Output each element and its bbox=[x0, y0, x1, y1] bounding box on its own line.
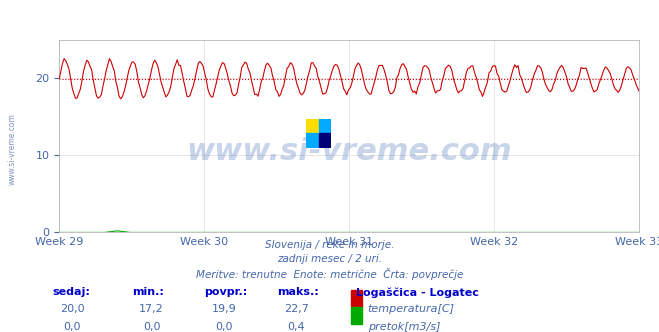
Text: Slovenija / reke in morje.: Slovenija / reke in morje. bbox=[265, 240, 394, 250]
Bar bbox=[319, 119, 331, 133]
Text: pretok[m3/s]: pretok[m3/s] bbox=[368, 322, 440, 332]
Bar bbox=[306, 133, 319, 148]
Text: zadnji mesec / 2 uri.: zadnji mesec / 2 uri. bbox=[277, 254, 382, 264]
Text: sedaj:: sedaj: bbox=[53, 287, 90, 297]
Text: povpr.:: povpr.: bbox=[204, 287, 248, 297]
Text: 20,0: 20,0 bbox=[60, 304, 85, 314]
Text: 0,0: 0,0 bbox=[143, 322, 160, 332]
Text: 22,7: 22,7 bbox=[284, 304, 309, 314]
Text: Meritve: trenutne  Enote: metrične  Črta: povprečje: Meritve: trenutne Enote: metrične Črta: … bbox=[196, 268, 463, 280]
Text: 17,2: 17,2 bbox=[139, 304, 164, 314]
Text: www.si-vreme.com: www.si-vreme.com bbox=[186, 137, 512, 166]
Text: www.si-vreme.com: www.si-vreme.com bbox=[8, 114, 17, 185]
Text: Logaščica - Logatec: Logaščica - Logatec bbox=[356, 287, 478, 298]
Text: min.:: min.: bbox=[132, 287, 163, 297]
Text: 19,9: 19,9 bbox=[212, 304, 237, 314]
Text: 0,0: 0,0 bbox=[215, 322, 233, 332]
Text: 0,0: 0,0 bbox=[64, 322, 81, 332]
Bar bbox=[351, 307, 362, 324]
Bar bbox=[351, 290, 362, 307]
Text: temperatura[C]: temperatura[C] bbox=[368, 304, 455, 314]
Text: maks.:: maks.: bbox=[277, 287, 318, 297]
Bar bbox=[306, 119, 319, 133]
Text: 0,4: 0,4 bbox=[288, 322, 305, 332]
Bar bbox=[319, 133, 331, 148]
